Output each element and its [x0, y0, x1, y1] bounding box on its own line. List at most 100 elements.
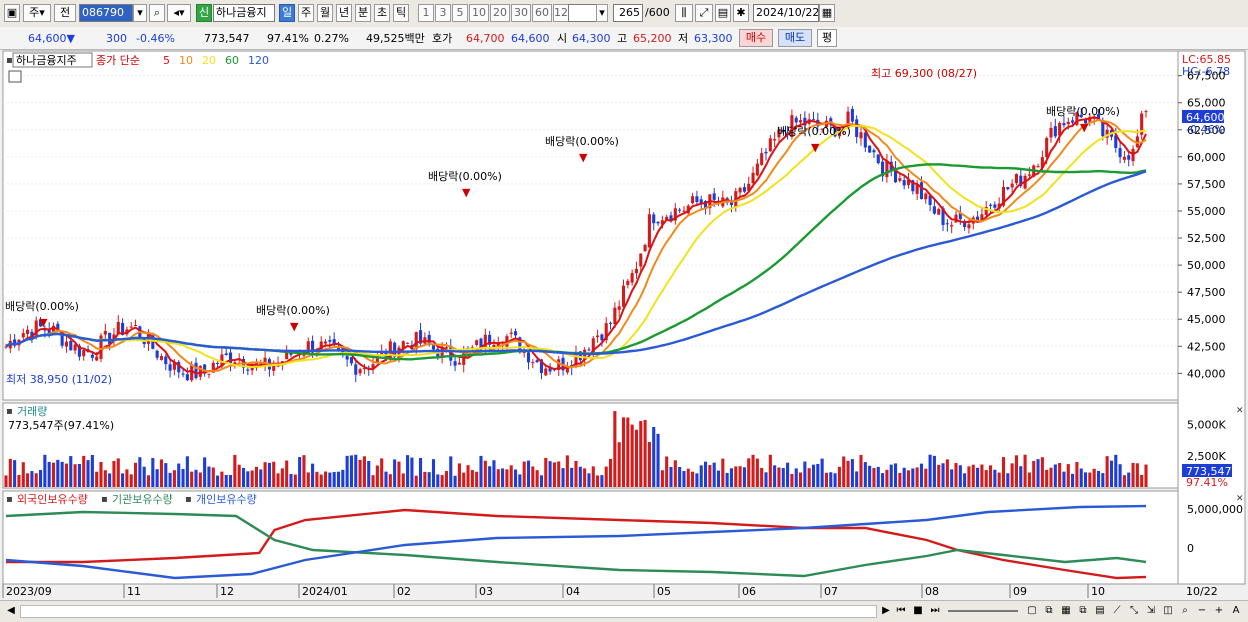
candle: [881, 161, 885, 177]
stock-chart[interactable]: 최고 69,300 (08/27) 최저 38,950 (11/02) 배당락(0.…: [0, 50, 1248, 600]
eval-button[interactable]: 평: [817, 29, 837, 47]
market-prev-button[interactable]: 전: [54, 4, 76, 22]
stock-name-field[interactable]: 하나금융지: [213, 4, 275, 22]
scroll-track[interactable]: [20, 605, 877, 618]
interval-tab[interactable]: 10: [469, 4, 489, 22]
zoom-icon[interactable]: ⌕: [1182, 605, 1188, 616]
calendar-icon[interactable]: ▦: [819, 4, 835, 22]
font-size-icon[interactable]: A: [1232, 605, 1240, 616]
scroll-start-icon[interactable]: ⏮: [896, 605, 906, 616]
period-tab[interactable]: 주: [298, 4, 314, 22]
period-tab[interactable]: 일: [279, 4, 295, 22]
stop-icon[interactable]: ■: [913, 605, 923, 616]
candle: [924, 193, 928, 200]
ruler-icon[interactable]: ⟋: [1113, 605, 1121, 616]
gear-icon[interactable]: ✱: [733, 4, 749, 22]
high-label: 고: [617, 32, 628, 45]
down-arrow-icon: ▼: [66, 32, 75, 45]
close-icon[interactable]: ✕: [1236, 406, 1244, 416]
scroll-right-icon[interactable]: ▶: [882, 605, 890, 616]
volume-bar: [177, 463, 181, 487]
screenshot-icon[interactable]: ◫: [1163, 605, 1173, 616]
sell-button[interactable]: 매도: [778, 29, 812, 47]
price-tick-label: 62,500: [1187, 124, 1226, 137]
table-icon[interactable]: [8, 70, 22, 83]
chevron-down-icon[interactable]: ▾: [133, 4, 147, 22]
data-count-input[interactable]: 265: [613, 4, 643, 22]
export-icon[interactable]: ⇲: [1146, 605, 1156, 616]
measure-icon[interactable]: ⤡: [1130, 605, 1138, 616]
zoom-out-icon[interactable]: −: [1197, 605, 1207, 616]
volume-bar: [911, 468, 915, 487]
scroll-left-icon[interactable]: ◀: [7, 605, 15, 616]
chevron-down-icon[interactable]: ▾: [596, 4, 608, 22]
candle: [475, 340, 479, 345]
interval-tab[interactable]: 20: [490, 4, 510, 22]
save-icon[interactable]: ▤: [715, 4, 731, 22]
candle: [375, 355, 379, 364]
bottom-scrollbar[interactable]: ◀ ▶ ⏮ ■ ⏭ ▢ ⧉ ▦ ⧉ ▤ ⟋ ⤡ ⇲ ◫ ⌕ − + A: [0, 600, 1248, 622]
print-icon[interactable]: ▤: [1095, 605, 1105, 616]
buy-button[interactable]: 매수: [739, 29, 773, 47]
search-icon[interactable]: ⌕: [149, 4, 165, 22]
candle: [833, 126, 837, 137]
annotations: 최고 69,300 (08/27) 최저 38,950 (11/02) 배당락(0.…: [5, 67, 1120, 386]
grid-icon[interactable]: ▢: [1027, 605, 1037, 616]
window-icon[interactable]: ⧉: [1045, 605, 1053, 616]
interval-tab[interactable]: 30: [511, 4, 531, 22]
period-tab[interactable]: 초: [374, 4, 390, 22]
interval-tab[interactable]: 3: [435, 4, 451, 22]
chart-window-icon[interactable]: ▣: [4, 4, 20, 22]
volume-bar: [1144, 464, 1148, 487]
scroll-end-icon[interactable]: ⏭: [930, 605, 940, 616]
volume-bar: [535, 470, 539, 487]
date-input[interactable]: 2024/10/22: [753, 4, 819, 22]
price-tick-label: 65,000: [1187, 97, 1226, 110]
candle: [976, 216, 980, 223]
candle: [1140, 113, 1144, 135]
candle: [647, 214, 651, 248]
market-type-select[interactable]: 주▾: [23, 4, 51, 22]
volume-bar: [198, 472, 202, 487]
candle-icon[interactable]: ⫼: [675, 4, 693, 22]
period-tab[interactable]: 월: [317, 4, 333, 22]
interval-tab[interactable]: 5: [452, 4, 468, 22]
volume-bar: [950, 469, 954, 487]
volume-bar: [34, 473, 38, 487]
copy-icon[interactable]: ⧉: [1079, 605, 1087, 616]
legend-bullet-icon: ▪: [6, 494, 13, 505]
interval-tab[interactable]: 60: [532, 4, 552, 22]
volume-bar: [1105, 456, 1109, 487]
holdings-line: [5, 510, 1147, 578]
panel-menu-icon[interactable]: ▪: [6, 406, 13, 417]
volume-bar: [431, 459, 436, 487]
period-tab[interactable]: 년: [336, 4, 352, 22]
chart-area[interactable]: 최고 69,300 (08/27) 최저 38,950 (11/02) 배당락(0.…: [0, 50, 1248, 600]
volume-bar: [108, 473, 112, 487]
layout-icon[interactable]: ▦: [1061, 605, 1071, 616]
candle: [47, 329, 51, 335]
volume-bar: [302, 455, 306, 487]
speaker-icon[interactable]: ◂▾: [167, 4, 191, 22]
volume-bar: [151, 458, 155, 487]
lc-label: LC:65.85: [1182, 53, 1231, 66]
volume-bar: [423, 471, 427, 487]
stock-code-input[interactable]: 086790: [79, 4, 133, 22]
period-tab[interactable]: 분: [355, 4, 371, 22]
indicator-badge[interactable]: 신: [196, 4, 212, 22]
interval-tab[interactable]: 1: [418, 4, 434, 22]
volume-bar: [492, 460, 496, 487]
zoom-slider[interactable]: [948, 610, 1018, 612]
volume-bar: [660, 470, 664, 487]
candle: [768, 138, 772, 152]
candle: [1105, 129, 1109, 138]
zoom-in-icon[interactable]: +: [1214, 605, 1224, 616]
candle: [1118, 148, 1122, 158]
draw-tool-icon[interactable]: ⤢: [695, 4, 713, 22]
period-tab[interactable]: 틱: [393, 4, 409, 22]
volume-bar: [306, 472, 310, 487]
panel-menu-icon[interactable]: ▪: [6, 55, 13, 66]
candle: [285, 350, 289, 360]
price-plot-bg: [2, 50, 1179, 401]
close-icon[interactable]: ✕: [1236, 494, 1244, 504]
